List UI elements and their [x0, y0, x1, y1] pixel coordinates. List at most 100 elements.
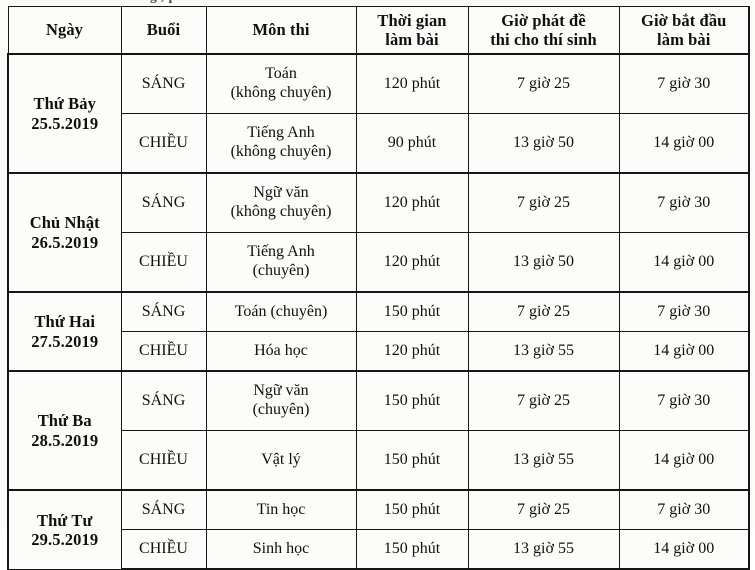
- header-row: Ngày Buổi Môn thi Thời gian làm bài Giờ …: [7, 6, 750, 55]
- cell-mon-thi: Ngữ văn (chuyên): [205, 370, 357, 431]
- column-header-buoi-line1: Buổi: [146, 20, 181, 40]
- table-row: CHIỀU Tiếng Anh (không chuyên) 90 phút 13 gi…: [8, 113, 750, 174]
- subject-name: Tin học: [256, 500, 306, 518]
- cell-gio-phat-de: 7 giờ 25: [467, 489, 620, 530]
- cell-gio-phat-de: 7 giờ 25: [467, 172, 620, 233]
- cell-gio-bat-dau: 14 giờ 00: [618, 232, 750, 293]
- cell-ngay: Thứ Tư 29.5.2019: [7, 489, 122, 570]
- cell-mon-thi: Sinh học: [205, 529, 357, 570]
- day-date: 29.5.2019: [31, 529, 99, 549]
- subject-qualifier: (không chuyên): [230, 203, 332, 220]
- cell-buoi: SÁNG: [120, 370, 207, 431]
- column-header-gio-phat-de: Giờ phát đề thi cho thí sinh: [467, 6, 620, 55]
- column-header-ngay-line1: Ngày: [45, 20, 84, 40]
- table-row: CHIỀU Tiếng Anh (chuyên) 120 phút 13 giờ 50 1…: [8, 232, 750, 293]
- column-header-buoi: Buổi: [120, 6, 207, 55]
- subject-name: Hóa học: [254, 341, 308, 359]
- cell-gio-phat-de: 7 giờ 25: [467, 53, 620, 114]
- cell-ngay: Thứ Ba 28.5.2019: [7, 370, 122, 491]
- day-date: 25.5.2019: [31, 113, 99, 133]
- day-name: Thứ Ba: [37, 411, 92, 431]
- exam-schedule-table: Ngày Buổi Môn thi Thời gian làm bài Giờ …: [7, 6, 750, 570]
- cell-buoi: CHIỀU: [120, 529, 207, 570]
- table-body: Thứ Bảy 25.5.2019 SÁNG Toán (không chuyên) 12…: [7, 53, 750, 570]
- cell-gio-phat-de: 13 giờ 50: [467, 232, 620, 293]
- subject-name: Vật lý: [261, 450, 301, 468]
- cell-thoi-gian-lam-bai: 150 phút: [355, 489, 469, 530]
- cell-gio-bat-dau: 14 giờ 00: [618, 529, 750, 570]
- subject-qualifier: (không chuyên): [230, 84, 332, 101]
- column-header-mon-thi: Môn thi: [205, 6, 357, 55]
- cell-ngay: Thứ Hai 27.5.2019: [7, 291, 122, 372]
- day-name: Thứ Hai: [34, 312, 96, 332]
- table-row: CHIỀU Hóa học 120 phút 13 giờ 55 14 giờ 00: [8, 331, 750, 372]
- table-header: Ngày Buổi Môn thi Thời gian làm bài Giờ …: [7, 6, 750, 55]
- cell-ngay: Chủ Nhật 26.5.2019: [7, 172, 122, 293]
- cropped-text-above-table: g , p: [0, 0, 755, 7]
- column-header-thoi-gian-line2: làm bài: [385, 30, 439, 49]
- cell-thoi-gian-lam-bai: 120 phút: [355, 172, 469, 233]
- cell-buoi: SÁNG: [120, 172, 207, 233]
- cell-thoi-gian-lam-bai: 150 phút: [355, 291, 469, 332]
- subject-name: Ngữ văn: [253, 184, 309, 202]
- cell-ngay: Thứ Bảy 25.5.2019: [7, 53, 122, 174]
- column-header-gio-phat-de-line2: thi cho thí sinh: [490, 30, 597, 49]
- column-header-thoi-gian-lam-bai: Thời gian làm bài: [355, 6, 469, 55]
- subject-name: Tiếng Anh: [247, 243, 315, 261]
- cell-gio-bat-dau: 14 giờ 00: [618, 430, 750, 491]
- cell-gio-phat-de: 7 giờ 25: [467, 370, 620, 431]
- cell-thoi-gian-lam-bai: 90 phút: [355, 113, 469, 174]
- table-row: Chủ Nhật 26.5.2019 SÁNG Ngữ văn (không chuyê…: [7, 172, 750, 293]
- column-header-ngay: Ngày: [7, 6, 122, 55]
- subject-name: Sinh học: [252, 539, 310, 557]
- day-name: Chủ Nhật: [29, 213, 100, 233]
- table-row: Thứ Hai 27.5.2019 SÁNG Toán (chuyên) 150 phú…: [7, 291, 750, 372]
- subject-name: Tiếng Anh: [247, 124, 315, 142]
- cell-gio-bat-dau: 7 giờ 30: [618, 291, 750, 332]
- day-name: Thứ Tư: [37, 510, 93, 530]
- cell-gio-phat-de: 7 giờ 25: [467, 291, 620, 332]
- cell-thoi-gian-lam-bai: 150 phút: [355, 529, 469, 570]
- day-date: 28.5.2019: [31, 430, 99, 450]
- day-date: 27.5.2019: [31, 331, 99, 351]
- cell-gio-phat-de: 13 giờ 50: [467, 113, 620, 174]
- cell-mon-thi: Tiếng Anh (không chuyên): [205, 113, 357, 174]
- column-header-gio-bat-dau-line1: Giờ bắt đầu: [641, 10, 727, 30]
- cell-gio-bat-dau: 7 giờ 30: [618, 489, 750, 530]
- cell-gio-phat-de: 13 giờ 55: [467, 430, 620, 491]
- table-row: Thứ Ba 28.5.2019 SÁNG Ngữ văn (chuyên) 150 ph…: [7, 370, 750, 491]
- cell-buoi: CHIỀU: [120, 232, 207, 293]
- cell-buoi: SÁNG: [120, 489, 207, 530]
- cell-gio-phat-de: 13 giờ 55: [467, 331, 620, 372]
- column-header-gio-bat-dau: Giờ bắt đầu làm bài: [618, 6, 750, 55]
- cell-buoi: CHIỀU: [120, 331, 207, 372]
- cell-mon-thi: Hóa học: [205, 331, 357, 372]
- day-date: 26.5.2019: [31, 232, 99, 252]
- cell-buoi: SÁNG: [120, 291, 207, 332]
- cell-buoi: CHIỀU: [120, 430, 207, 491]
- cell-buoi: SÁNG: [120, 53, 207, 114]
- subject-qualifier: (chuyên): [252, 262, 310, 279]
- cell-gio-bat-dau: 7 giờ 30: [618, 172, 750, 233]
- cell-mon-thi: Tiếng Anh (chuyên): [205, 232, 357, 293]
- subject-qualifier: (chuyên): [252, 401, 310, 418]
- cell-gio-bat-dau: 14 giờ 00: [618, 113, 750, 174]
- cell-mon-thi: Toán (chuyên): [205, 291, 357, 332]
- column-header-thoi-gian-line1: Thời gian: [377, 10, 447, 30]
- cell-buoi: CHIỀU: [120, 113, 207, 174]
- column-header-gio-phat-de-line1: Giờ phát đề: [501, 10, 586, 30]
- cell-thoi-gian-lam-bai: 120 phút: [355, 53, 469, 114]
- cell-mon-thi: Toán (không chuyên): [205, 53, 357, 114]
- cell-gio-phat-de: 13 giờ 55: [467, 529, 620, 570]
- cropped-text-fragment: g , p: [150, 0, 610, 4]
- subject-name: Toán: [265, 65, 297, 83]
- column-header-mon-thi-line1: Môn thi: [252, 20, 310, 40]
- cell-thoi-gian-lam-bai: 120 phút: [355, 331, 469, 372]
- cell-mon-thi: Vật lý: [205, 430, 357, 491]
- subject-name: Ngữ văn: [253, 382, 309, 400]
- cell-thoi-gian-lam-bai: 150 phút: [355, 430, 469, 491]
- cell-gio-bat-dau: 7 giờ 30: [618, 53, 750, 114]
- cell-gio-bat-dau: 7 giờ 30: [618, 370, 750, 431]
- subject-qualifier: (không chuyên): [230, 143, 332, 160]
